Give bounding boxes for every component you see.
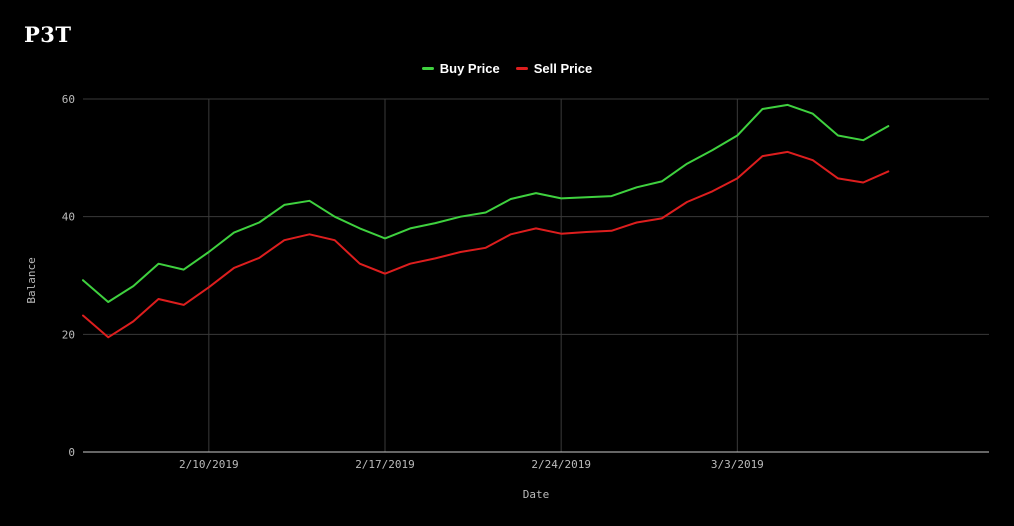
chart-legend: Buy Price Sell Price xyxy=(0,61,1014,76)
x-tick-label-0: 2/10/2019 xyxy=(179,458,239,471)
legend-item-sell-price[interactable]: Sell Price xyxy=(515,61,593,76)
y-tick-label-20: 20 xyxy=(62,328,75,341)
y-tick-label-60: 60 xyxy=(62,93,75,106)
legend-label-buy-price: Buy Price xyxy=(439,61,500,76)
legend-label-sell-price: Sell Price xyxy=(533,61,593,76)
x-axis-title: Date xyxy=(523,488,550,501)
x-tick-label-3: 3/3/2019 xyxy=(711,458,764,471)
x-tick-label-1: 2/17/2019 xyxy=(355,458,415,471)
y-tick-label-0: 0 xyxy=(68,446,75,459)
legend-swatch-buy-price xyxy=(421,67,434,70)
legend-item-buy-price[interactable]: Buy Price xyxy=(421,61,500,76)
series-line-buy-price xyxy=(82,103,890,303)
legend-swatch-sell-price xyxy=(515,67,528,70)
series-line-sell-price xyxy=(82,150,890,339)
x-tick-label-2: 2/24/2019 xyxy=(531,458,591,471)
y-tick-label-40: 40 xyxy=(62,211,75,224)
y-axis-title: Balance xyxy=(25,257,38,303)
app-logo: P3T xyxy=(24,22,72,47)
